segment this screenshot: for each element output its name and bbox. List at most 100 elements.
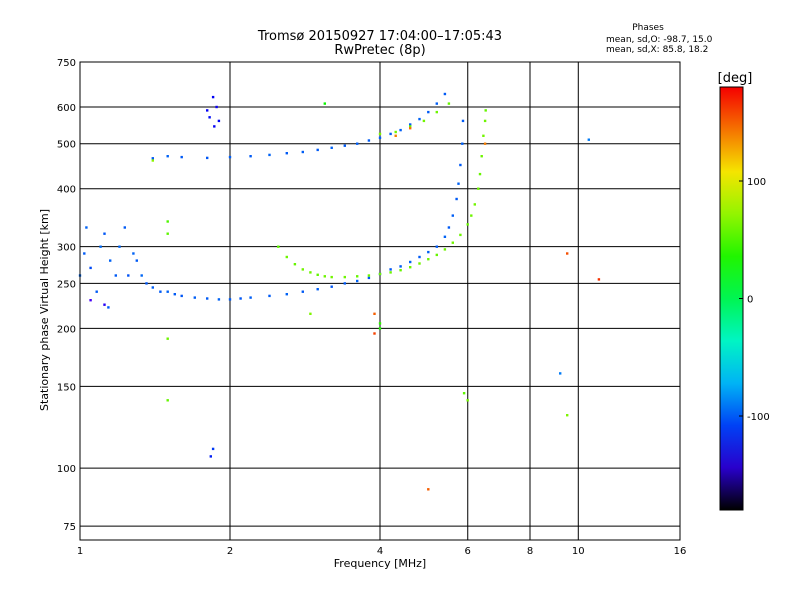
data-point [151, 159, 154, 162]
data-point [378, 327, 382, 330]
data-point [435, 110, 438, 114]
y-tick-label: 500 [57, 140, 76, 151]
data-point [435, 245, 438, 248]
data-point [89, 266, 92, 270]
data-point [103, 303, 106, 306]
plot-area: 1 2 4 6 8 10 16 75 100 150 200 250 300 400 500 600 750 [57, 58, 686, 557]
data-point [343, 282, 346, 285]
data-point [285, 255, 288, 259]
x-tick-label: 10 [572, 546, 585, 557]
data-point [228, 155, 232, 159]
data-point [193, 296, 196, 299]
data-point [166, 337, 169, 340]
data-point [135, 259, 138, 262]
data-point [389, 268, 392, 271]
data-point [323, 275, 326, 278]
data-point [422, 119, 426, 123]
data-point [249, 155, 252, 158]
data-point [228, 298, 232, 301]
data-point [455, 197, 458, 201]
data-point [409, 125, 412, 128]
data-point [597, 278, 601, 281]
data-point [356, 279, 359, 283]
data-point [285, 293, 288, 296]
data-point [477, 187, 480, 190]
data-point [447, 226, 451, 229]
data-point [83, 252, 86, 255]
y-tick-label: 200 [57, 324, 76, 335]
data-point [316, 288, 319, 291]
data-point [95, 290, 98, 293]
data-point [301, 290, 304, 293]
data-point [316, 273, 319, 276]
y-tick-label: 400 [57, 185, 76, 196]
data-point [435, 102, 438, 105]
data-point [330, 146, 333, 149]
data-point [443, 235, 447, 238]
data-point [483, 142, 487, 145]
x-axis-label: Frequency [MHz] [334, 557, 426, 570]
data-point [123, 226, 126, 229]
data-point [127, 274, 130, 277]
data-point [323, 102, 326, 105]
data-point [180, 155, 183, 159]
data-point [418, 117, 421, 121]
data-point [389, 132, 392, 136]
data-point [394, 130, 397, 134]
data-point [206, 156, 209, 160]
data-point [566, 414, 569, 417]
data-point [114, 274, 117, 277]
data-point [459, 163, 462, 167]
data-point [427, 250, 430, 254]
data-point [373, 332, 376, 335]
data-point [399, 269, 402, 272]
data-point [89, 299, 92, 302]
plot-frame [79, 61, 681, 541]
data-point [217, 298, 221, 301]
data-point [140, 274, 143, 277]
data-point [478, 172, 482, 176]
data-point [399, 265, 402, 268]
data-point [316, 148, 319, 152]
data-point [435, 253, 438, 257]
data-point [166, 399, 169, 402]
data-point [330, 275, 333, 279]
data-point [330, 285, 333, 288]
data-point [166, 220, 169, 223]
data-point [418, 255, 421, 259]
data-point [462, 392, 466, 395]
data-point [99, 245, 102, 248]
data-point [378, 132, 382, 136]
data-point [451, 241, 454, 244]
data-point [107, 306, 110, 309]
data-point [173, 293, 176, 296]
y-tick-label: 150 [57, 382, 76, 393]
data-point [343, 144, 346, 147]
data-point [309, 271, 312, 274]
data-point [373, 312, 376, 315]
data-point [367, 139, 371, 142]
data-point [482, 134, 485, 137]
data-point [484, 109, 487, 112]
data-point [118, 245, 121, 248]
data-point [103, 232, 106, 235]
data-point [151, 286, 154, 289]
data-point [132, 252, 135, 255]
data-point [457, 182, 460, 185]
data-point [180, 294, 183, 298]
data-point [566, 252, 569, 255]
data-point [166, 155, 169, 158]
data-point [85, 226, 88, 229]
data-point [409, 127, 412, 130]
x-tick-label: 4 [377, 546, 383, 557]
data-point [277, 245, 280, 248]
data-point [206, 297, 209, 300]
colorbar-gradient [720, 87, 743, 510]
data-point [209, 455, 212, 458]
data-point [483, 119, 487, 123]
data-point [409, 260, 412, 264]
data-point [480, 155, 483, 158]
data-point [389, 271, 392, 274]
